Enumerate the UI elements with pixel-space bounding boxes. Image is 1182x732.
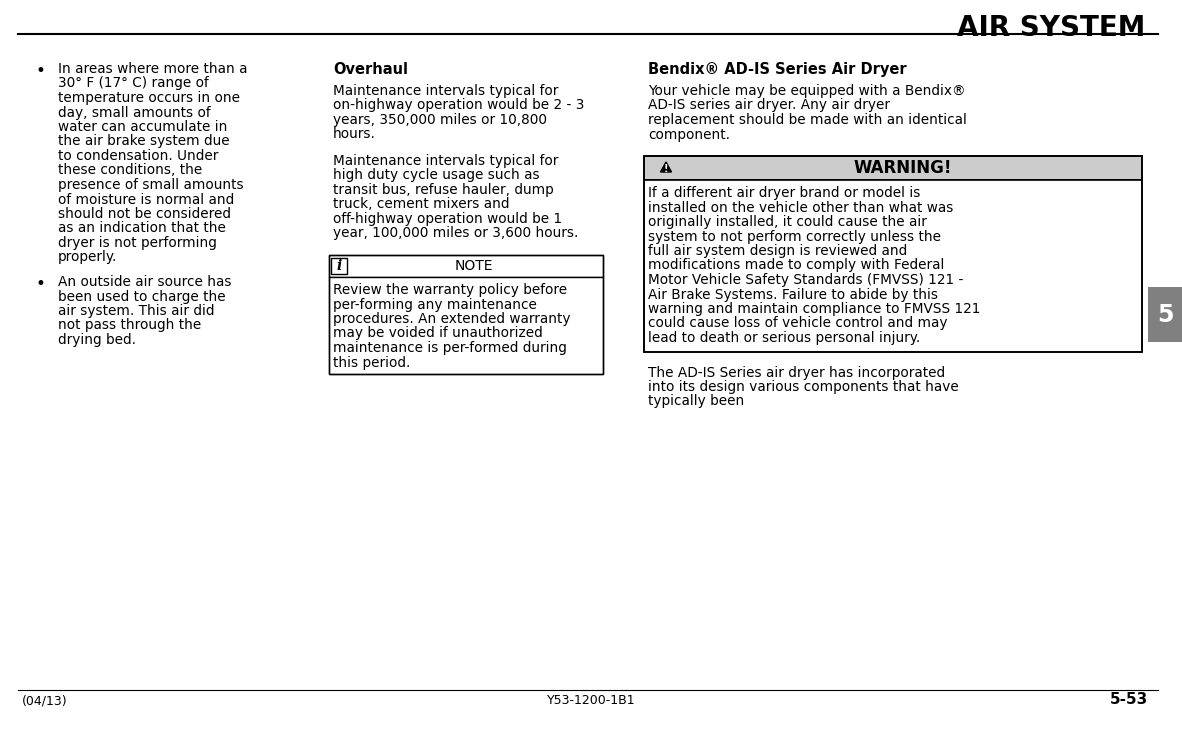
Text: Y53-1200-1B1: Y53-1200-1B1	[547, 694, 635, 707]
Text: of moisture is normal and: of moisture is normal and	[58, 193, 234, 206]
Text: hours.: hours.	[333, 127, 376, 141]
Text: The AD-IS Series air dryer has incorporated: The AD-IS Series air dryer has incorpora…	[648, 365, 946, 379]
Text: may be voided if unauthorized: may be voided if unauthorized	[333, 326, 543, 340]
Text: years, 350,000 miles or 10,800: years, 350,000 miles or 10,800	[333, 113, 547, 127]
Text: presence of small amounts: presence of small amounts	[58, 178, 243, 192]
Text: 5-53: 5-53	[1110, 692, 1148, 707]
Text: full air system design is reviewed and: full air system design is reviewed and	[648, 244, 908, 258]
Text: warning and maintain compliance to FMVSS 121: warning and maintain compliance to FMVSS…	[648, 302, 980, 316]
Text: NOTE: NOTE	[455, 259, 493, 273]
Text: not pass through the: not pass through the	[58, 318, 201, 332]
Text: typically been: typically been	[648, 395, 745, 408]
Text: !: !	[664, 164, 668, 174]
Text: air system. This air did: air system. This air did	[58, 304, 214, 318]
Text: WARNING!: WARNING!	[853, 159, 953, 177]
Text: Air Brake Systems. Failure to abide by this: Air Brake Systems. Failure to abide by t…	[648, 288, 939, 302]
Text: transit bus, refuse hauler, dump: transit bus, refuse hauler, dump	[333, 183, 553, 197]
Text: i: i	[337, 259, 342, 273]
Text: An outside air source has: An outside air source has	[58, 275, 232, 289]
Text: 5: 5	[1157, 302, 1174, 326]
Text: to condensation. Under: to condensation. Under	[58, 149, 219, 163]
Text: dryer is not performing: dryer is not performing	[58, 236, 216, 250]
Text: Maintenance intervals typical for: Maintenance intervals typical for	[333, 154, 558, 168]
Text: temperature occurs in one: temperature occurs in one	[58, 91, 240, 105]
Text: AD-IS series air dryer. Any air dryer: AD-IS series air dryer. Any air dryer	[648, 99, 890, 113]
Text: this period.: this period.	[333, 356, 410, 370]
Text: originally installed, it could cause the air: originally installed, it could cause the…	[648, 215, 927, 229]
Text: truck, cement mixers and: truck, cement mixers and	[333, 198, 509, 212]
Text: the air brake system due: the air brake system due	[58, 135, 229, 149]
Text: •: •	[35, 62, 45, 80]
Text: lead to death or serious personal injury.: lead to death or serious personal injury…	[648, 331, 921, 345]
Text: modifications made to comply with Federal: modifications made to comply with Federa…	[648, 258, 944, 272]
Text: Bendix® AD-IS Series Air Dryer: Bendix® AD-IS Series Air Dryer	[648, 62, 907, 77]
FancyBboxPatch shape	[644, 156, 1142, 180]
Text: these conditions, the: these conditions, the	[58, 163, 202, 177]
Text: should not be considered: should not be considered	[58, 207, 230, 221]
FancyBboxPatch shape	[329, 255, 603, 277]
FancyBboxPatch shape	[1148, 287, 1182, 342]
Text: procedures. An extended warranty: procedures. An extended warranty	[333, 312, 571, 326]
Text: into its design various components that have: into its design various components that …	[648, 380, 959, 394]
Text: If a different air dryer brand or model is: If a different air dryer brand or model …	[648, 186, 921, 200]
Text: component.: component.	[648, 127, 730, 141]
Text: on-highway operation would be 2 - 3: on-highway operation would be 2 - 3	[333, 99, 584, 113]
Text: Motor Vehicle Safety Standards (FMVSS) 121 -: Motor Vehicle Safety Standards (FMVSS) 1…	[648, 273, 963, 287]
FancyBboxPatch shape	[331, 258, 348, 274]
Text: water can accumulate in: water can accumulate in	[58, 120, 227, 134]
Text: Overhaul: Overhaul	[333, 62, 408, 77]
Polygon shape	[661, 162, 671, 172]
Text: AIR SYSTEM: AIR SYSTEM	[956, 14, 1145, 42]
Text: properly.: properly.	[58, 250, 117, 264]
Text: high duty cycle usage such as: high duty cycle usage such as	[333, 168, 540, 182]
Text: Your vehicle may be equipped with a Bendix®: Your vehicle may be equipped with a Bend…	[648, 84, 966, 98]
Text: day, small amounts of: day, small amounts of	[58, 105, 210, 119]
Text: installed on the vehicle other than what was: installed on the vehicle other than what…	[648, 201, 954, 214]
Text: (04/13): (04/13)	[22, 694, 67, 707]
Text: Maintenance intervals typical for: Maintenance intervals typical for	[333, 84, 558, 98]
Text: Review the warranty policy before: Review the warranty policy before	[333, 283, 567, 297]
Text: as an indication that the: as an indication that the	[58, 222, 226, 236]
Text: could cause loss of vehicle control and may: could cause loss of vehicle control and …	[648, 316, 948, 331]
Text: In areas where more than a: In areas where more than a	[58, 62, 247, 76]
Text: year, 100,000 miles or 3,600 hours.: year, 100,000 miles or 3,600 hours.	[333, 226, 578, 241]
Text: been used to charge the: been used to charge the	[58, 289, 226, 304]
Text: system to not perform correctly unless the: system to not perform correctly unless t…	[648, 230, 941, 244]
Text: 30° F (17° C) range of: 30° F (17° C) range of	[58, 77, 209, 91]
Text: off-highway operation would be 1: off-highway operation would be 1	[333, 212, 563, 226]
Text: per-forming any maintenance: per-forming any maintenance	[333, 297, 537, 312]
Text: replacement should be made with an identical: replacement should be made with an ident…	[648, 113, 967, 127]
FancyBboxPatch shape	[329, 277, 603, 374]
Text: •: •	[35, 275, 45, 293]
FancyBboxPatch shape	[644, 180, 1142, 351]
Text: maintenance is per-formed during: maintenance is per-formed during	[333, 341, 567, 355]
Text: drying bed.: drying bed.	[58, 333, 136, 347]
